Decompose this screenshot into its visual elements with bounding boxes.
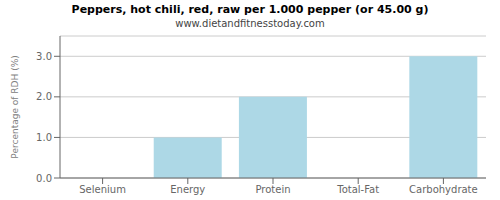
svg-text:Carbohydrate: Carbohydrate xyxy=(409,184,478,195)
svg-text:1.0: 1.0 xyxy=(36,132,52,143)
html-text:Peppers, hot chili, red, raw p: Peppers, hot chili, red, raw per 1.000 p… xyxy=(71,3,429,16)
svg-text:0.0: 0.0 xyxy=(36,173,52,184)
svg-text:Total-Fat: Total-Fat xyxy=(336,184,379,195)
svg-text:3.0: 3.0 xyxy=(36,51,52,62)
svg-text:Energy: Energy xyxy=(170,184,205,195)
svg-text:Percentage of RDH (%): Percentage of RDH (%) xyxy=(10,55,20,158)
svg-text:Protein: Protein xyxy=(255,184,290,195)
html-text:www.dietandfitnesstoday.com: www.dietandfitnesstoday.com xyxy=(175,18,325,29)
svg-text:Selenium: Selenium xyxy=(79,184,126,195)
svg-text:2.0: 2.0 xyxy=(36,91,52,102)
